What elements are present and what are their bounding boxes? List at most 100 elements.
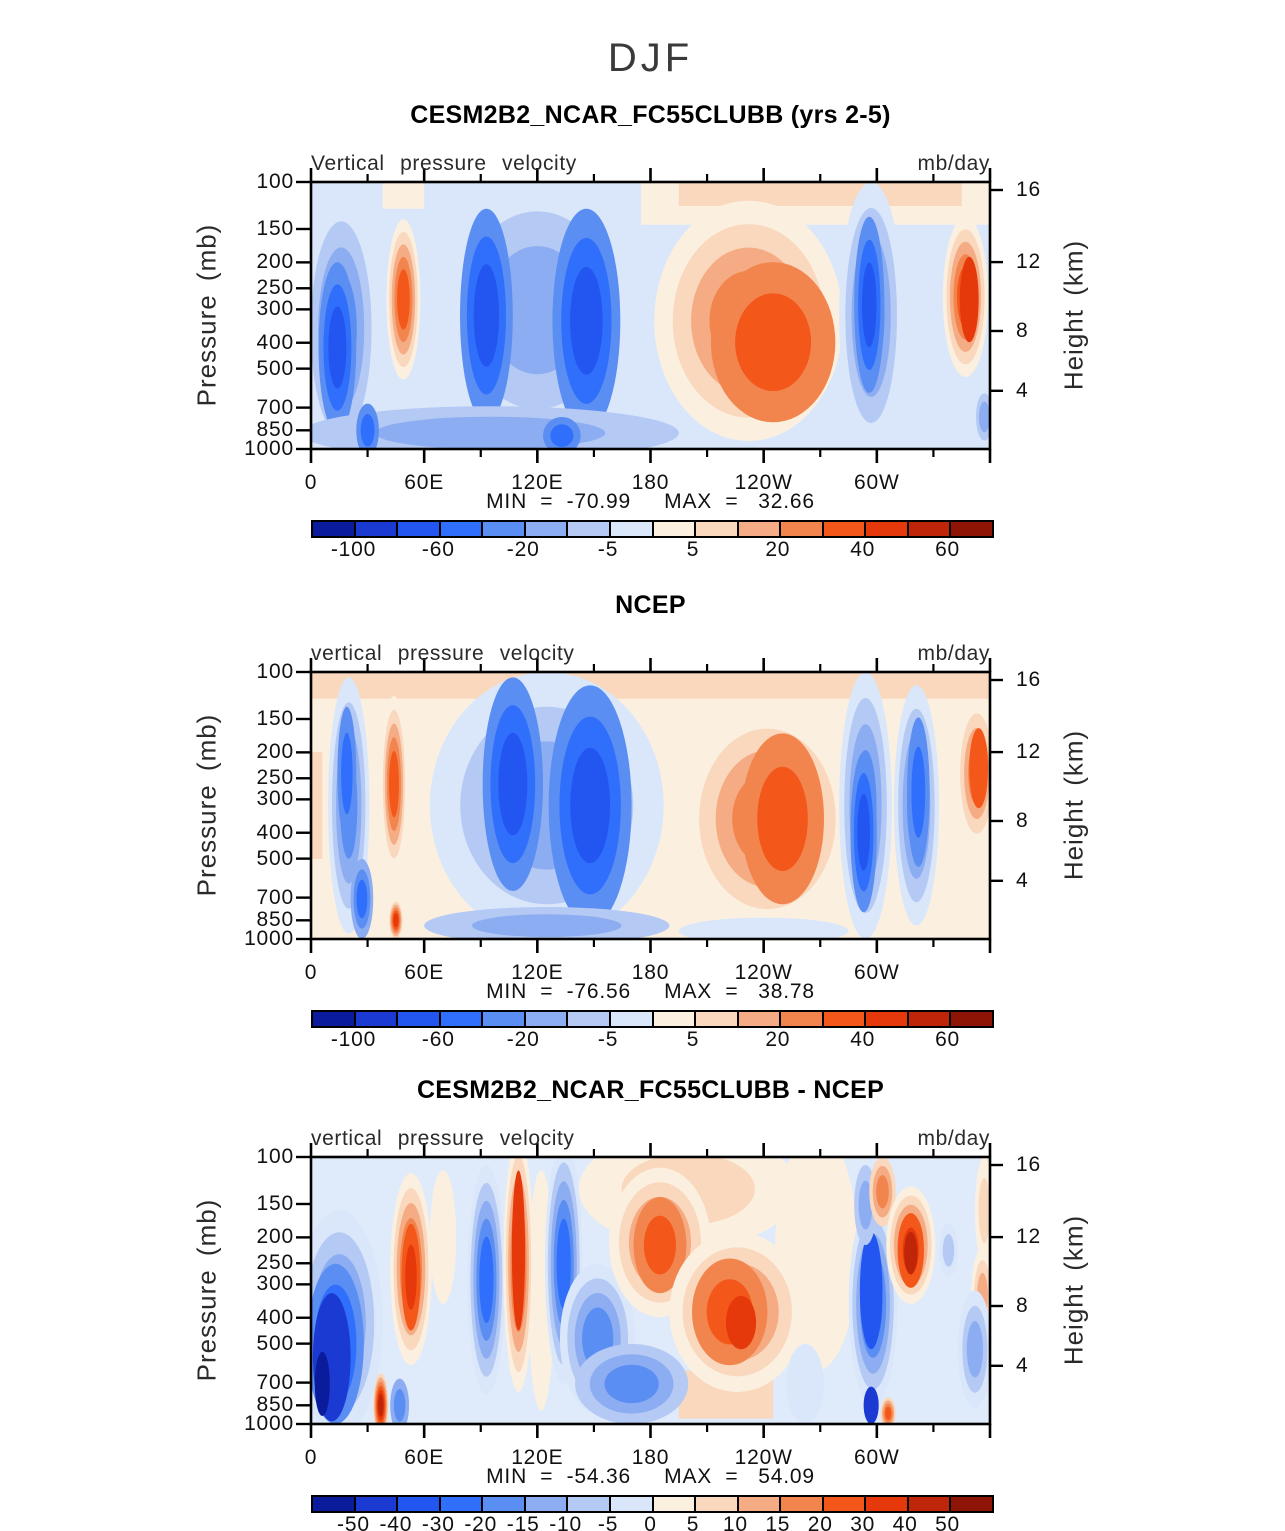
longitude-tick-label: 180 — [631, 1446, 670, 1469]
colorbar-segment — [568, 1012, 611, 1026]
panel2-height-axis-title: Height (km) — [1058, 729, 1089, 881]
colorbar-label: -100 — [330, 538, 377, 561]
colorbar-segment — [653, 1497, 697, 1511]
panel1-pressure-axis-title: Pressure (mb) — [191, 223, 222, 407]
colorbar-segment — [866, 1497, 909, 1511]
height-tick-label: 12 — [1016, 1225, 1041, 1249]
colorbar-segment — [738, 1012, 782, 1026]
height-tick-label: 8 — [1016, 808, 1029, 832]
colorbar-segment — [823, 1497, 867, 1511]
colorbar-label: -20 — [506, 538, 540, 561]
colorbar-segment — [951, 1012, 992, 1026]
pressure-tick-label: 150 — [256, 216, 294, 240]
colorbar-label: 0 — [644, 1513, 657, 1531]
longitude-tick-label: 120W — [734, 1446, 793, 1469]
panel1-axes — [296, 168, 1003, 463]
colorbar-label: -5 — [597, 538, 619, 561]
longitude-tick-label: 60W — [854, 1446, 900, 1469]
colorbar-segment — [610, 1012, 654, 1026]
colorbar-label: -30 — [421, 1513, 455, 1531]
panel3-height-axis-title: Height (km) — [1058, 1214, 1089, 1366]
longitude-tick-label: 180 — [631, 471, 670, 494]
colorbar-segment — [398, 1497, 441, 1511]
panel2-colorbar — [311, 1010, 994, 1028]
colorbar-label: 60 — [935, 538, 961, 561]
colorbar-segment — [483, 1497, 526, 1511]
colorbar-segment — [568, 1497, 611, 1511]
colorbar-segment — [440, 522, 484, 536]
colorbar-segment — [610, 522, 654, 536]
height-tick-label: 16 — [1016, 668, 1041, 691]
colorbar-segment — [355, 522, 399, 536]
colorbar-segment — [781, 522, 824, 536]
panel2-axes — [296, 658, 1003, 953]
pressure-tick-label: 200 — [256, 1225, 294, 1249]
pressure-tick-label: 850 — [256, 1393, 294, 1417]
colorbar-label: 40 — [850, 1028, 876, 1051]
colorbar-segment — [738, 522, 782, 536]
colorbar-segment — [951, 1497, 992, 1511]
longitude-tick-label: 120W — [734, 471, 793, 494]
colorbar-segment — [440, 1497, 484, 1511]
panel1-minmax: MIN = -70.99 MAX = 32.66 — [486, 490, 815, 513]
colorbar-label: 50 — [935, 1513, 961, 1531]
panel3-units: mb/day — [917, 1127, 990, 1150]
colorbar-label: 60 — [935, 1028, 961, 1051]
pressure-tick-label: 500 — [256, 1331, 294, 1355]
longitude-tick-label: 120E — [511, 471, 564, 494]
colorbar-label: -60 — [421, 1028, 455, 1051]
colorbar-label: -5 — [597, 1513, 619, 1531]
colorbar-segment — [908, 1012, 952, 1026]
colorbar-segment — [696, 1012, 739, 1026]
colorbar-segment — [525, 1497, 569, 1511]
panel1-units: mb/day — [917, 152, 990, 175]
colorbar-segment — [908, 1497, 952, 1511]
colorbar-label: -20 — [464, 1513, 498, 1531]
panel2-pressure-axis-title: Pressure (mb) — [191, 713, 222, 897]
panel3-title: CESM2B2_NCAR_FC55CLUBB - NCEP — [416, 1076, 885, 1104]
colorbar-segment — [398, 522, 441, 536]
colorbar-segment — [355, 1497, 399, 1511]
panel1-height-axis-title: Height (km) — [1058, 239, 1089, 391]
pressure-tick-label: 250 — [256, 276, 294, 300]
colorbar-label: 5 — [686, 1513, 700, 1531]
colorbar-segment — [313, 522, 356, 536]
pressure-tick-label: 500 — [256, 846, 294, 870]
height-tick-label: 4 — [1016, 378, 1029, 402]
colorbar-segment — [525, 1012, 569, 1026]
pressure-tick-label: 300 — [256, 297, 294, 321]
colorbar-label: 40 — [850, 538, 876, 561]
pressure-tick-label: 400 — [256, 1305, 294, 1329]
colorbar-segment — [866, 522, 909, 536]
longitude-tick-label: 0 — [304, 961, 318, 984]
colorbar-label: 30 — [850, 1513, 876, 1531]
longitude-tick-label: 60W — [854, 471, 900, 494]
colorbar-label: 15 — [765, 1513, 791, 1531]
colorbar-label: 20 — [765, 538, 791, 561]
pressure-tick-label: 700 — [256, 885, 294, 909]
longitude-tick-label: 120E — [511, 1446, 564, 1469]
colorbar-label: 20 — [765, 1028, 791, 1051]
longitude-tick-label: 60W — [854, 961, 900, 984]
colorbar-segment — [483, 522, 526, 536]
pressure-tick-label: 150 — [256, 706, 294, 730]
pressure-tick-label: 100 — [256, 170, 294, 193]
height-tick-label: 8 — [1016, 318, 1029, 342]
colorbar-segment — [355, 1012, 399, 1026]
panel2-subtitle: vertical pressure velocity — [311, 642, 575, 665]
colorbar-label: 5 — [686, 538, 700, 561]
panel2-units: mb/day — [917, 642, 990, 665]
colorbar-label: -5 — [597, 1028, 619, 1051]
colorbar-segment — [398, 1012, 441, 1026]
colorbar-label: 5 — [686, 1028, 700, 1051]
panel3-colorbar — [311, 1495, 994, 1513]
colorbar-segment — [696, 522, 739, 536]
colorbar-label: -50 — [337, 1513, 370, 1531]
pressure-tick-label: 150 — [256, 1191, 294, 1215]
longitude-tick-label: 60E — [404, 1446, 445, 1469]
colorbar-segment — [866, 1012, 909, 1026]
pressure-tick-label: 400 — [256, 330, 294, 354]
pressure-tick-label: 250 — [256, 766, 294, 790]
colorbar-segment — [823, 522, 867, 536]
panel3-axes — [296, 1143, 1003, 1438]
